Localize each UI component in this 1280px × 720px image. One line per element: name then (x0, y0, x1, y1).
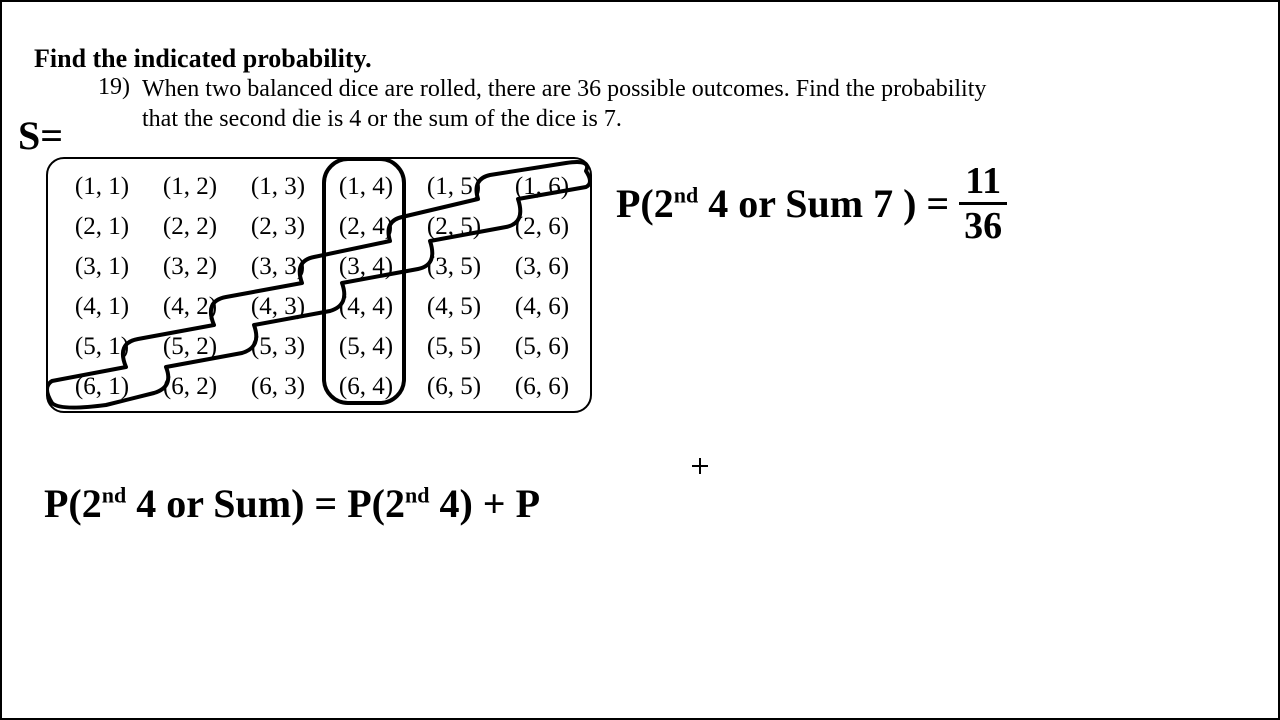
page: Find the indicated probability. 19) When… (0, 0, 1280, 720)
outcome-cell: (5, 4) (322, 327, 410, 367)
addition-rule-equation: P(2nd 4 or Sum) = P(2nd 4) + P (44, 480, 540, 527)
outcome-cell: (2, 6) (498, 207, 586, 247)
eq1-lhs-suffix: 4 or Sum 7 ) (698, 181, 916, 226)
outcome-cell: (1, 6) (498, 167, 586, 207)
eq1-lhs: P(2nd 4 or Sum 7 ) (616, 180, 916, 227)
outcome-cell: (1, 1) (58, 167, 146, 207)
outcome-cell: (3, 4) (322, 247, 410, 287)
eq1-lhs-prefix: P(2 (616, 181, 674, 226)
crosshair-cursor-icon (692, 458, 708, 474)
outcome-cell: (2, 3) (234, 207, 322, 247)
table-row: (3, 1) (3, 2) (3, 3) (3, 4) (3, 5) (3, 6… (58, 247, 586, 287)
outcome-cell: (4, 2) (146, 287, 234, 327)
outcome-cell: (1, 5) (410, 167, 498, 207)
outcome-cell: (4, 1) (58, 287, 146, 327)
outcome-cell: (3, 2) (146, 247, 234, 287)
section-heading: Find the indicated probability. (34, 44, 372, 74)
outcome-cell: (3, 1) (58, 247, 146, 287)
probability-result-equation: P(2nd 4 or Sum 7 ) = 11 36 (616, 162, 1007, 245)
eq1-equals: = (926, 180, 949, 227)
outcome-cell: (1, 4) (322, 167, 410, 207)
table-row: (5, 1) (5, 2) (5, 3) (5, 4) (5, 5) (5, 6… (58, 327, 586, 367)
outcome-cell: (2, 2) (146, 207, 234, 247)
outcome-cell: (6, 6) (498, 367, 586, 407)
outcome-cell: (3, 5) (410, 247, 498, 287)
question-text: When two balanced dice are rolled, there… (142, 74, 1012, 134)
sample-space-box: (1, 1) (1, 2) (1, 3) (1, 4) (1, 5) (1, 6… (46, 157, 592, 413)
eq2-p3: 4) + P (429, 481, 540, 526)
eq1-lhs-sup: nd (674, 183, 698, 208)
outcome-cell: (2, 1) (58, 207, 146, 247)
outcome-cell: (5, 6) (498, 327, 586, 367)
outcome-cell: (5, 2) (146, 327, 234, 367)
outcome-cell: (6, 5) (410, 367, 498, 407)
table-row: (6, 1) (6, 2) (6, 3) (6, 4) (6, 5) (6, 6… (58, 367, 586, 407)
table-row: (1, 1) (1, 2) (1, 3) (1, 4) (1, 5) (1, 6… (58, 167, 586, 207)
outcome-cell: (1, 2) (146, 167, 234, 207)
outcome-cell: (3, 6) (498, 247, 586, 287)
outcome-cell: (4, 5) (410, 287, 498, 327)
outcome-cell: (6, 3) (234, 367, 322, 407)
question-number: 19) (98, 74, 130, 101)
outcome-cell: (2, 5) (410, 207, 498, 247)
eq2-sup1: nd (102, 483, 126, 508)
outcome-cell: (1, 3) (234, 167, 322, 207)
eq1-denominator: 36 (964, 205, 1002, 245)
eq1-numerator: 11 (959, 162, 1007, 205)
sample-space-table: (1, 1) (1, 2) (1, 3) (1, 4) (1, 5) (1, 6… (58, 167, 586, 407)
eq2-p2: 4 or Sum) = P(2 (126, 481, 405, 526)
table-row: (4, 1) (4, 2) (4, 3) (4, 4) (4, 5) (4, 6… (58, 287, 586, 327)
outcome-cell: (6, 2) (146, 367, 234, 407)
outcome-cell: (6, 4) (322, 367, 410, 407)
outcome-cell: (5, 1) (58, 327, 146, 367)
eq2-p1: P(2 (44, 481, 102, 526)
eq2-sup2: nd (405, 483, 429, 508)
outcome-cell: (5, 3) (234, 327, 322, 367)
outcome-cell: (4, 6) (498, 287, 586, 327)
outcome-cell: (5, 5) (410, 327, 498, 367)
outcome-cell: (3, 3) (234, 247, 322, 287)
outcome-cell: (4, 4) (322, 287, 410, 327)
sample-space-label: S= (18, 112, 63, 159)
outcome-cell: (4, 3) (234, 287, 322, 327)
table-row: (2, 1) (2, 2) (2, 3) (2, 4) (2, 5) (2, 6… (58, 207, 586, 247)
outcome-cell: (2, 4) (322, 207, 410, 247)
eq1-fraction: 11 36 (959, 162, 1007, 245)
outcome-cell: (6, 1) (58, 367, 146, 407)
